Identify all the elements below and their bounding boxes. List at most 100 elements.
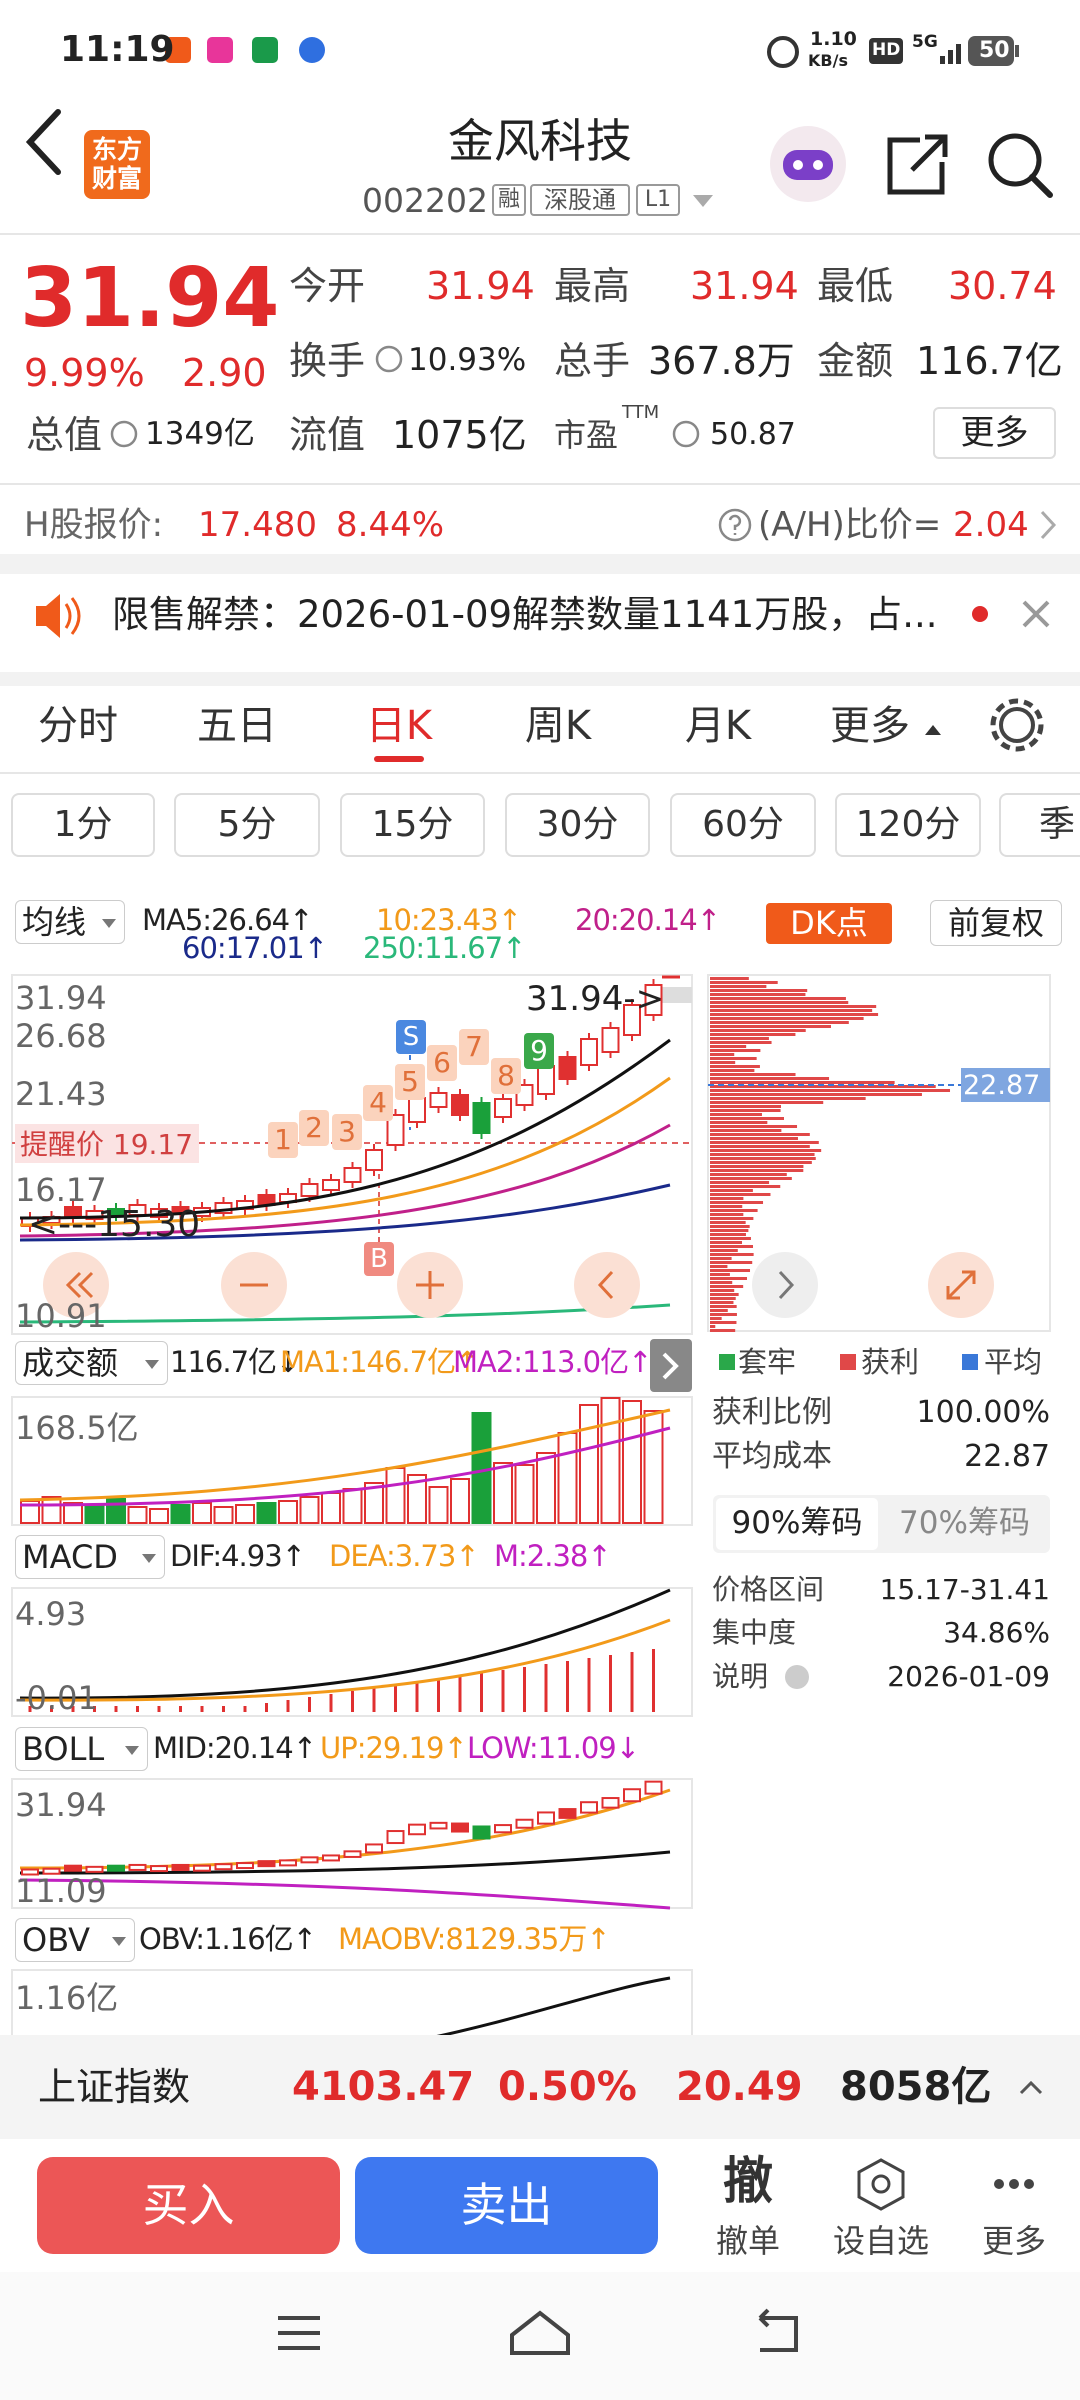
volume-bar <box>493 1462 513 1524</box>
settings-icon <box>990 698 1044 752</box>
share-icon[interactable] <box>887 134 948 195</box>
net-speed: 1.10 <box>810 28 857 50</box>
battery-tip <box>1015 45 1019 57</box>
back-icon[interactable] <box>25 109 61 175</box>
period-button[interactable]: 15分 <box>340 793 485 857</box>
volume-bar <box>256 1502 277 1524</box>
watch-icon[interactable] <box>857 2158 905 2211</box>
h-pct: 8.44% <box>336 505 445 545</box>
chip-bar <box>710 1265 728 1268</box>
boll-candle <box>580 1801 598 1814</box>
cancel-icon[interactable]: 撤 <box>723 2152 773 2210</box>
nav-bar <box>0 2272 1080 2400</box>
boll-candle <box>214 1863 233 1871</box>
tab-active[interactable]: 日K <box>365 703 433 749</box>
chip-price-bg <box>961 1068 1050 1102</box>
field-label: 最低 <box>817 264 894 308</box>
back-key[interactable] <box>758 2308 798 2352</box>
close-icon[interactable] <box>1022 600 1050 628</box>
dk-button[interactable]: DK点 <box>766 903 892 944</box>
change: 2.90 <box>182 351 267 395</box>
info-icon[interactable] <box>785 1665 809 1689</box>
chip-expand-glyph <box>946 1270 976 1300</box>
tab[interactable]: 分时 <box>38 703 118 749</box>
more-button[interactable]: 更多 <box>933 407 1056 459</box>
period-button[interactable]: 30分 <box>505 793 650 857</box>
chip-bar <box>710 1033 796 1036</box>
legend-swatch <box>719 1354 735 1370</box>
watch-label[interactable]: 设自选 <box>832 2222 929 2260</box>
index-bar[interactable] <box>0 2035 1080 2139</box>
search-icon[interactable] <box>988 133 1042 187</box>
sell-label[interactable]: 卖出 <box>460 2178 553 2232</box>
candle-body <box>365 1149 383 1171</box>
chip-bar <box>710 1285 744 1288</box>
signal <box>940 56 945 64</box>
boll-candle <box>128 1863 147 1871</box>
buy-label[interactable]: 买入 <box>142 2178 235 2232</box>
chip-tab-active[interactable]: 90%筹码 <box>731 1505 863 1541</box>
info-icon[interactable] <box>375 345 403 373</box>
tab[interactable]: 月K <box>684 703 752 749</box>
ma-selector[interactable]: 均线 <box>15 900 125 944</box>
boll-candle <box>472 1825 491 1840</box>
info-icon[interactable] <box>672 420 700 448</box>
settings-icon[interactable] <box>999 707 1035 743</box>
chip-bar <box>710 1225 750 1228</box>
volume-bar <box>235 1504 255 1524</box>
tab[interactable]: 更多 <box>830 703 910 749</box>
chip-bar <box>710 1205 743 1208</box>
period-button[interactable]: 1分 <box>11 793 155 857</box>
menu-key[interactable] <box>278 2316 320 2350</box>
more-icon[interactable] <box>994 2179 1004 2189</box>
chip-row-value: 100.00% <box>916 1395 1050 1430</box>
panel-toggle[interactable] <box>650 1339 692 1392</box>
avatar-eye <box>793 160 803 170</box>
chip-bar <box>710 1109 781 1112</box>
sell-button[interactable] <box>355 2157 658 2254</box>
macd-selector[interactable]: MACD <box>15 1535 165 1579</box>
notice-text[interactable]: 限售解禁：2026-01-09解禁数量1141万股，占... <box>112 593 938 636</box>
expand-icon[interactable] <box>1019 2080 1043 2095</box>
scroll-left[interactable] <box>43 1252 109 1318</box>
volume-bar <box>63 1502 83 1524</box>
obv-selector[interactable]: OBV <box>15 1918 135 1962</box>
chip-bar <box>710 1313 737 1316</box>
chip-bar <box>710 1201 764 1204</box>
chip-next[interactable] <box>752 1252 818 1318</box>
adjust-button[interactable]: 前复权 <box>930 900 1062 946</box>
tab[interactable]: 五日 <box>197 703 277 749</box>
chip-bar <box>710 985 767 988</box>
home-key[interactable] <box>510 2310 570 2355</box>
step-left[interactable] <box>574 1252 640 1318</box>
buy-button[interactable] <box>37 2157 340 2254</box>
dropdown-icon[interactable] <box>693 195 713 207</box>
boll-mid <box>19 1850 671 1875</box>
boll-selector[interactable]: BOLL <box>15 1727 148 1771</box>
volume-selector[interactable]: 成交额 <box>15 1341 168 1385</box>
chip-bar <box>710 1029 806 1032</box>
candle-body <box>408 1097 426 1123</box>
period-button[interactable]: 5分 <box>174 793 320 857</box>
more-label[interactable]: 更多 <box>981 2222 1046 2260</box>
chip-bar <box>710 1041 772 1044</box>
info-icon[interactable] <box>110 420 138 448</box>
period-button[interactable]: 120分 <box>835 793 981 857</box>
signal-number: 2 <box>299 1110 329 1146</box>
chip-bar <box>710 1013 879 1016</box>
chip-row-label: 获利比例 <box>712 1395 832 1430</box>
help-icon[interactable] <box>718 508 752 542</box>
tab[interactable]: 周K <box>524 703 592 749</box>
chip-tab[interactable]: 70%筹码 <box>899 1505 1030 1541</box>
period-button[interactable]: 季 <box>999 793 1080 857</box>
cancel-label[interactable]: 撤单 <box>715 2222 780 2260</box>
period-button[interactable]: 60分 <box>670 793 816 857</box>
chip-bar <box>710 1049 761 1052</box>
chip-bar <box>710 1269 751 1272</box>
chip-bar <box>710 1241 743 1244</box>
boll-candle <box>171 1863 190 1871</box>
candle-body <box>558 1056 577 1080</box>
watch-icon <box>871 2174 891 2194</box>
chevron[interactable] <box>1040 510 1057 540</box>
